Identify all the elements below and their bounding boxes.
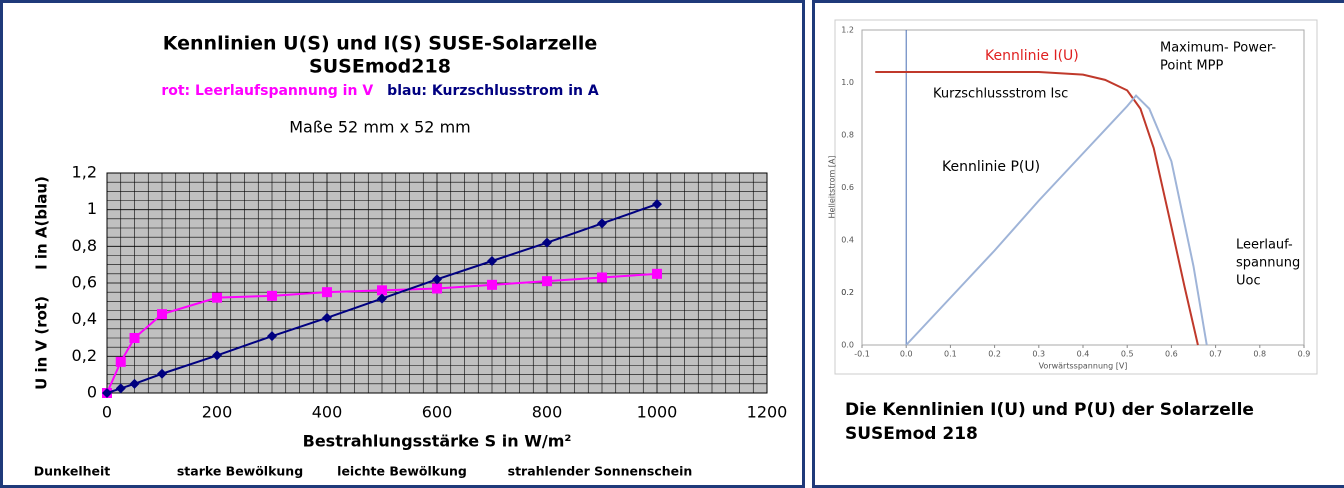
series-line	[905, 94, 1208, 346]
annotation: Uoc	[1236, 274, 1261, 289]
x-axis-label: Vorwärtsspannung [V]	[1039, 362, 1128, 371]
x-tick-label: 200	[202, 403, 233, 422]
caption: SUSEmod 218	[845, 424, 978, 444]
x-tick-label: 0.5	[1121, 350, 1134, 359]
x-tick-label: 0.8	[1253, 350, 1266, 359]
x-tick-label: 600	[422, 403, 453, 422]
y-tick-label: 0	[87, 383, 97, 402]
y-tick-label: 1.0	[841, 78, 854, 87]
y-axis-label: Helleitstrom [A]	[828, 155, 837, 218]
x-tick-label: 0.3	[1032, 350, 1045, 359]
annotation: strahlender Sonnenschein	[508, 464, 693, 479]
series-label: Kennlinie P(U)	[942, 159, 1040, 175]
data-point	[542, 276, 552, 287]
x-tick-label: 0.6	[1165, 350, 1178, 359]
series-label: Kennlinie I(U)	[985, 48, 1079, 64]
data-point	[432, 283, 442, 294]
y-tick-label: 0.2	[841, 288, 854, 297]
data-point	[115, 356, 126, 367]
note: Maße 52 mm x 52 mm	[289, 118, 471, 137]
x-tick-label: 0.2	[988, 350, 1001, 359]
data-point	[377, 285, 387, 296]
y-tick-label: 0,6	[72, 273, 97, 292]
y-tick-label: 0,2	[72, 346, 97, 365]
annotation: Kurzschlussstrom Isc	[933, 87, 1068, 102]
data-point	[115, 383, 126, 394]
y-tick-label: 0.6	[841, 183, 854, 192]
y-tick-label: 0.8	[841, 131, 854, 140]
data-point	[212, 292, 222, 303]
y-tick-label: 0.0	[841, 341, 854, 350]
data-point	[652, 199, 662, 210]
y-tick-label: 1.2	[841, 26, 854, 35]
chart-title: Kennlinien U(S) und I(S) SUSE-Solarzelle	[163, 33, 597, 55]
data-point	[487, 256, 497, 266]
y-tick-label: 1,2	[72, 163, 97, 182]
legend-entry: rot: Leerlaufspannung in V	[161, 83, 373, 99]
y-axis-label: U in V (rot) I in A(blau)	[33, 176, 51, 390]
x-tick-label: -0.1	[854, 350, 870, 359]
data-point	[157, 368, 167, 379]
annotation: leichte Bewölkung	[337, 464, 467, 479]
y-tick-label: 0,4	[72, 309, 97, 328]
annotation: spannung	[1236, 256, 1300, 271]
data-point	[129, 333, 140, 343]
data-point	[542, 237, 552, 248]
y-tick-label: 0,8	[72, 236, 97, 255]
x-tick-label: 0.1	[944, 350, 957, 359]
data-point	[267, 331, 277, 342]
y-tick-label: 1	[87, 199, 97, 218]
caption: Die Kennlinien I(U) und P(U) der Solarze…	[845, 400, 1254, 420]
series-line	[875, 71, 1199, 346]
annotation: Maximum- Power-	[1160, 41, 1276, 56]
data-point	[322, 312, 332, 323]
data-point	[487, 279, 497, 290]
y-tick-label: 0.2	[841, 288, 854, 297]
data-point	[212, 350, 222, 361]
annotation: Dunkelheit	[34, 464, 111, 479]
annotation: Point MPP	[1160, 59, 1223, 74]
x-tick-label: 0.0	[900, 350, 913, 359]
annotation: starke Bewölkung	[177, 464, 303, 479]
x-tick-label: 1000	[637, 403, 678, 422]
data-point	[129, 378, 140, 389]
legend-entry: blau: Kurzschlusstrom in A	[387, 83, 599, 99]
annotation: Leerlauf-	[1236, 238, 1293, 253]
x-tick-label: 0	[102, 403, 112, 422]
x-axis-label: Bestrahlungsstärke S in W/m²	[303, 432, 572, 451]
data-point	[652, 268, 662, 279]
x-tick-label: 0.9	[1298, 350, 1311, 359]
data-point	[267, 290, 277, 301]
chart-title: SUSEmod218	[309, 56, 451, 78]
x-tick-label: 400	[312, 403, 343, 422]
plot-area	[861, 29, 1305, 346]
data-point	[597, 218, 607, 229]
data-point	[322, 287, 332, 298]
data-point	[102, 388, 112, 398]
x-tick-label: 0.4	[1077, 350, 1090, 359]
x-tick-label: 1200	[747, 403, 788, 422]
data-point	[597, 272, 607, 283]
data-point	[377, 293, 387, 304]
x-tick-label: 800	[532, 403, 563, 422]
x-tick-label: 0.7	[1209, 350, 1222, 359]
legend: rot: Leerlaufspannung in V blau: Kurzschl…	[161, 83, 599, 99]
y-tick-label: 0.4	[841, 236, 854, 245]
data-point	[432, 274, 442, 285]
data-point	[157, 309, 167, 320]
